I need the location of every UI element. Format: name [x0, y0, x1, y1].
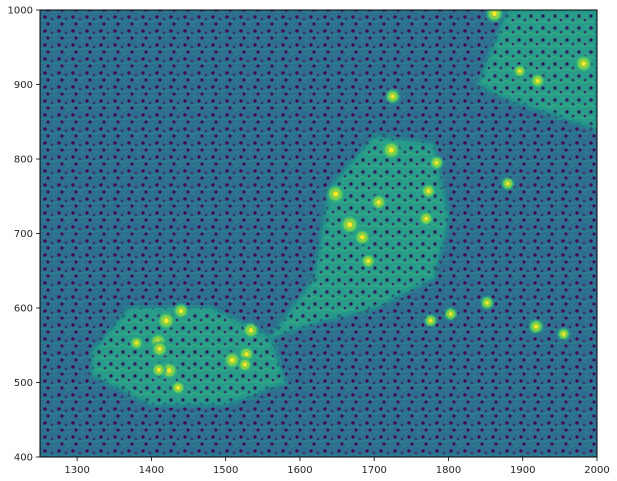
plot-area [40, 10, 597, 457]
point-source [324, 183, 347, 205]
y-axis: 400 500 600 700 800 900 1000 [8, 6, 40, 464]
point-source [150, 361, 168, 379]
x-axis: 1300 1400 1500 1600 1700 1800 1900 2000 [64, 457, 610, 476]
y-tick-label: 400 [14, 453, 33, 464]
point-source [352, 227, 372, 247]
point-source [479, 294, 496, 311]
x-tick-label: 1700 [361, 465, 386, 476]
point-source [241, 320, 261, 340]
point-source [338, 213, 361, 236]
point-source [128, 335, 145, 352]
x-tick-label: 1900 [510, 465, 535, 476]
point-source [369, 193, 388, 212]
point-source [236, 356, 254, 374]
point-source [512, 63, 528, 79]
y-tick-label: 800 [14, 155, 33, 166]
point-source [380, 139, 402, 161]
point-source [527, 318, 545, 336]
x-tick-label: 1500 [213, 465, 238, 476]
x-tick-label: 2000 [584, 465, 609, 476]
point-source [500, 175, 516, 192]
emission-region-3 [475, 10, 597, 133]
point-source [528, 72, 547, 90]
point-source [422, 312, 439, 329]
point-source [442, 306, 459, 322]
y-tick-label: 700 [14, 229, 33, 240]
point-source [384, 87, 402, 106]
x-tick-label: 1800 [436, 465, 461, 476]
y-tick-label: 900 [14, 80, 33, 91]
x-tick-label: 1600 [287, 465, 312, 476]
point-source [428, 154, 445, 172]
point-source [573, 53, 594, 74]
y-tick-label: 600 [14, 304, 33, 315]
y-tick-label: 1000 [8, 6, 33, 17]
point-source [155, 310, 177, 332]
y-tick-label: 500 [14, 378, 33, 389]
point-source [417, 210, 435, 228]
emission-region-1 [89, 305, 289, 408]
point-source [419, 182, 438, 200]
x-tick-label: 1300 [64, 465, 89, 476]
point-source [169, 379, 187, 397]
point-source [359, 252, 377, 270]
x-tick-label: 1400 [139, 465, 164, 476]
point-source [150, 339, 170, 359]
point-source [171, 301, 191, 321]
point-source [484, 10, 505, 24]
point-source [556, 326, 571, 342]
point-sources [128, 10, 594, 397]
